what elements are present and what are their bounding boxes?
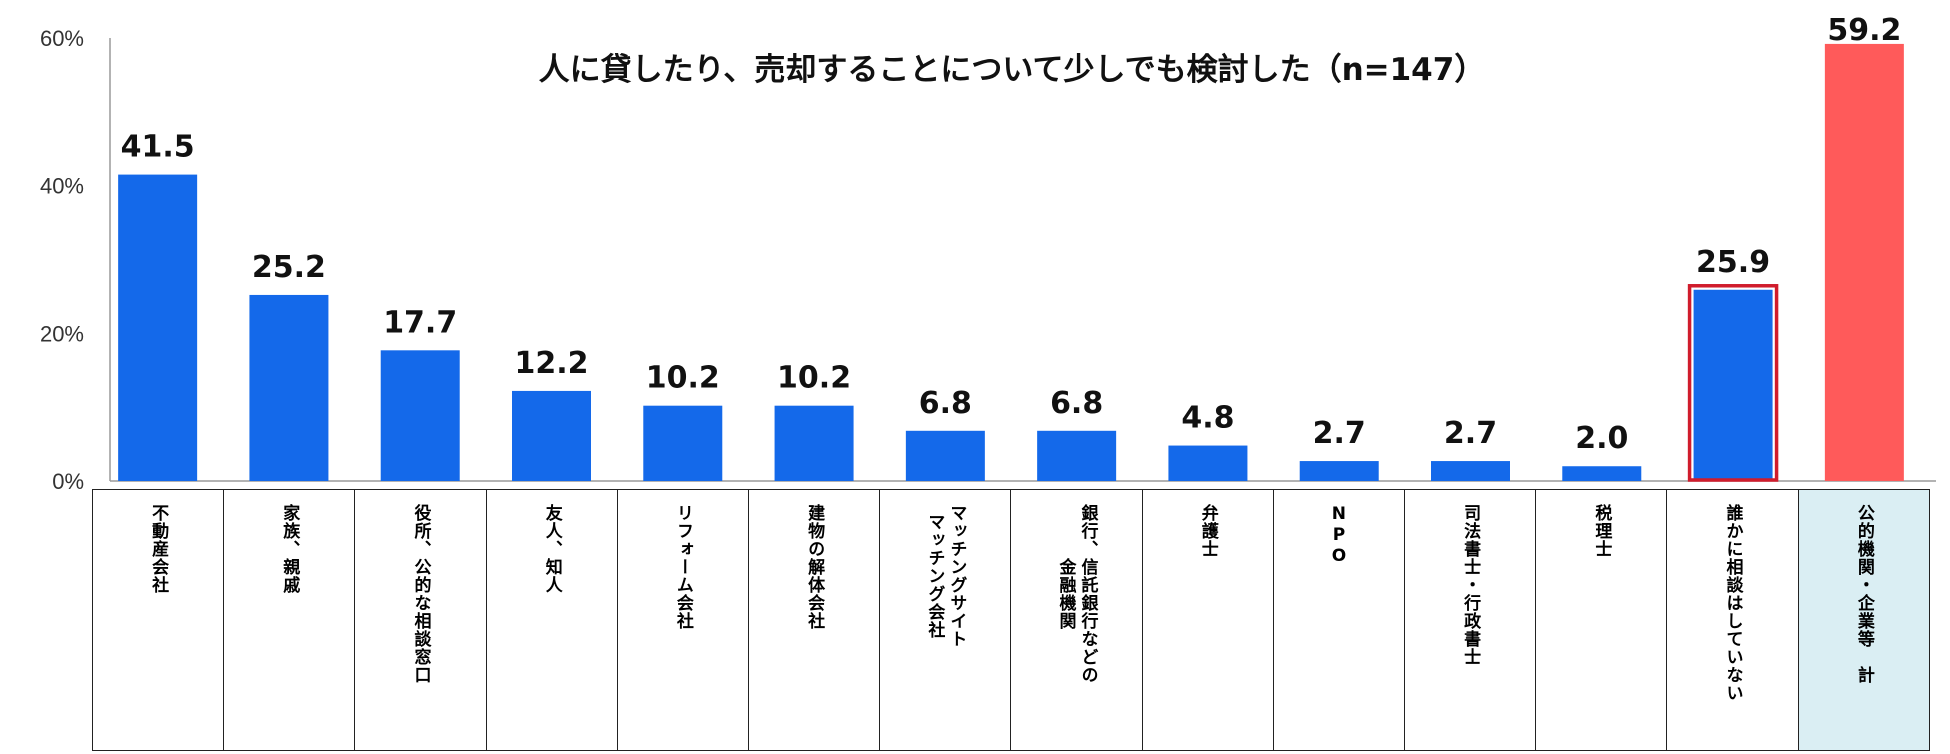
- category-label: リフォーム会社: [672, 504, 693, 630]
- category-cell: 弁護士: [1141, 489, 1274, 751]
- value-label: 2.7: [1313, 416, 1366, 451]
- bar: [1824, 43, 1904, 481]
- bar: [1299, 461, 1379, 481]
- category-label: 役所、公的な相談窓口: [410, 504, 431, 684]
- value-labels: 41.5 25.2 17.7 12.2 10.2 10.2 6.8 6.8 4.8 2.7 2.7 2…: [121, 13, 1902, 456]
- bar: [643, 405, 723, 481]
- category-label: 誰かに相談はしていない: [1722, 504, 1743, 702]
- y-axis-ticks: 0% 20% 40% 60%: [40, 26, 84, 490]
- category-label: 司法書士・行政書士: [1460, 504, 1481, 666]
- y-tick-label: 40%: [40, 174, 84, 199]
- category-cell: NPO: [1272, 489, 1406, 751]
- bar-highlight-outline: [1687, 284, 1779, 482]
- category-cell: 不動産会社: [91, 489, 225, 751]
- category-label: 不動産会社: [148, 504, 169, 594]
- bar: [1431, 461, 1510, 481]
- category-label: 友人、知人: [541, 504, 562, 594]
- bar: [1693, 289, 1773, 481]
- bar: [118, 174, 198, 481]
- category-cell: リフォーム会社: [616, 489, 750, 751]
- value-label: 12.2: [514, 346, 588, 381]
- category-label: 税理士: [1591, 504, 1612, 558]
- category-label: 銀行、信託銀行などの 金融機関: [1055, 504, 1098, 684]
- chart-title: 人に貸したり、売却することについて少しでも検討した（n=147）: [539, 52, 1486, 88]
- value-label: 2.7: [1444, 416, 1497, 451]
- value-label: 10.2: [646, 361, 720, 396]
- y-tick-label: 20%: [40, 321, 84, 346]
- category-cell: 家族、親戚: [223, 489, 356, 751]
- bar: [249, 294, 329, 481]
- value-label: 25.2: [252, 250, 326, 285]
- category-label: マッチングサイト マッチング会社: [924, 504, 967, 648]
- value-label: 2.0: [1575, 421, 1628, 456]
- bar: [1562, 466, 1642, 481]
- y-tick-label: 60%: [40, 26, 84, 51]
- bar: [774, 405, 854, 481]
- category-cell: 公的機関・企業等 計: [1797, 489, 1931, 751]
- bar: [512, 390, 591, 481]
- category-label: 公的機関・企業等 計: [1853, 504, 1874, 684]
- value-label: 59.2: [1827, 13, 1901, 48]
- category-cell: 司法書士・行政書士: [1404, 489, 1537, 751]
- bar: [905, 430, 985, 481]
- category-table: 不動産会社 家族、親戚 役所、公的な相談窓口 友人、知人 リフォーム会社 建物の解体会社 マ…: [91, 489, 1931, 751]
- value-label: 6.8: [919, 386, 972, 421]
- y-tick-label: 0%: [52, 469, 84, 490]
- value-label: 41.5: [121, 130, 195, 165]
- bars: [118, 43, 1904, 482]
- category-cell: マッチングサイト マッチング会社: [879, 489, 1012, 751]
- category-label: 弁護士: [1197, 504, 1218, 558]
- category-cell: 税理士: [1535, 489, 1668, 751]
- category-label: 建物の解体会社: [804, 504, 825, 630]
- category-row: 不動産会社 家族、親戚 役所、公的な相談窓口 友人、知人 リフォーム会社 建物の解体会社 マ…: [91, 489, 1931, 751]
- bar: [1168, 445, 1248, 481]
- value-label: 25.9: [1696, 245, 1770, 280]
- category-label: 家族、親戚: [279, 504, 300, 594]
- value-label: 10.2: [777, 361, 851, 396]
- category-cell: 誰かに相談はしていない: [1666, 489, 1799, 751]
- value-label: 17.7: [383, 305, 457, 340]
- category-cell: 友人、知人: [485, 489, 618, 751]
- value-label: 4.8: [1181, 401, 1234, 436]
- category-label: NPO: [1328, 504, 1349, 567]
- bar: [380, 350, 460, 481]
- bar: [1037, 430, 1117, 481]
- bar-chart: 0% 20% 40% 60% 人に貸したり、売却することについて少しでも検討した（n=…: [40, 13, 1936, 490]
- category-cell: 役所、公的な相談窓口: [354, 489, 487, 751]
- category-cell: 建物の解体会社: [748, 489, 881, 751]
- category-cell: 銀行、信託銀行などの 金融機関: [1010, 489, 1143, 751]
- value-label: 6.8: [1050, 386, 1103, 421]
